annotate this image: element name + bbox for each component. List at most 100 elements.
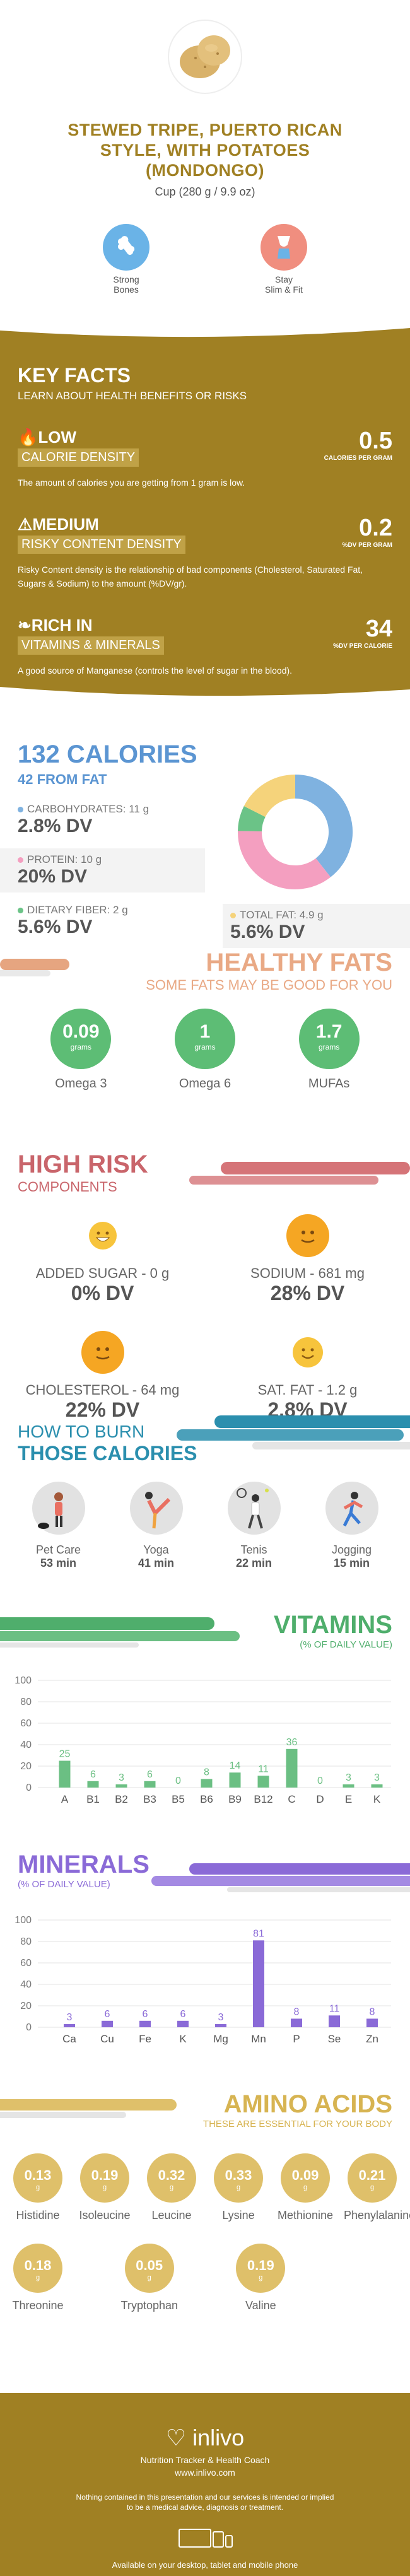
title-line-1: STEWED TRIPE, PUERTO RICAN (67, 120, 343, 139)
bar-value-label: 6 (180, 2009, 186, 2020)
burn-title-2: THOSE CALORIES (18, 1442, 197, 1465)
donut-slice-protein (238, 831, 331, 889)
activity-yoga: Yoga 41 min (125, 1482, 188, 1570)
amino-title: AMINO ACIDS (223, 2090, 392, 2118)
key-fact-value: 0.2 (359, 515, 392, 541)
happy-face-icon (81, 1214, 125, 1258)
benefit-label: Stay (274, 274, 293, 284)
bar-value-label: 14 (230, 1760, 241, 1771)
key-facts-section: KEY FACTS LEARN ABOUT HEALTH BENEFITS OR… (0, 319, 410, 703)
amino-bubble: 0.32 g (147, 2153, 196, 2203)
potato-image (167, 19, 243, 95)
amino-unit: g (169, 2184, 174, 2191)
key-fact-description: Risky Content density is the relationshi… (18, 565, 363, 588)
activity-name: Jogging (331, 1543, 372, 1556)
fat-name: Omega 6 (179, 1077, 231, 1091)
activity-jogging: Jogging 15 min (320, 1482, 384, 1570)
key-fact-label: VITAMINS & MINERALS (18, 636, 164, 655)
footer: ♡ inlivo Nutrition Tracker & Health Coac… (0, 2393, 410, 2576)
bar-value-label: 3 (67, 2012, 73, 2023)
key-fact-unit: %DV PER CALORIE (333, 643, 392, 650)
macro-label: DIETARY FIBER: 2 g (27, 904, 128, 916)
activity-minutes: 53 min (40, 1557, 77, 1569)
amino-valine: 0.19 g Valine (232, 2244, 289, 2312)
benefit-label: Slim & Fit (265, 284, 303, 295)
amino-name: Tryptophan (120, 2299, 179, 2312)
fat-name: Omega 3 (55, 1077, 107, 1091)
y-tick-label: 40 (20, 1979, 32, 1990)
donut-slice-dietary-fiber (238, 806, 266, 832)
fat-bubble: 0.09 grams (50, 1009, 112, 1069)
key-fact-unit: %DV PER GRAM (342, 542, 392, 549)
title-line-2: STYLE, WITH POTATOES (100, 141, 310, 160)
pet-care-icon (32, 1482, 85, 1535)
decorative-stripes (151, 1863, 410, 1892)
key-fact-calorie-density: 🔥LOW CALORIE DENSITY 0.5 CALORIES PER GRA… (18, 428, 392, 489)
bar-k (177, 2020, 189, 2027)
bar-value-label: 8 (204, 1767, 209, 1777)
vitamins-subtitle: (% OF DAILY VALUE) (300, 1639, 392, 1650)
x-tick-label: Fe (139, 2033, 151, 2045)
fat-bubble: 1.7 grams (298, 1009, 360, 1069)
bar-p (291, 2018, 302, 2027)
brand-name: inlivo (192, 2425, 245, 2450)
x-tick-label: B12 (254, 1793, 272, 1805)
calories-from-fat: 42 FROM FAT (18, 771, 107, 787)
macro-donut-chart (238, 775, 353, 889)
y-tick-label: 100 (15, 1675, 32, 1686)
bar-value-label: 25 (59, 1749, 71, 1760)
fat-mufas: 1.7 grams MUFAs (291, 1009, 367, 1091)
amino-lysine: 0.33 g Lysine (210, 2153, 267, 2222)
x-tick-label: K (179, 2033, 187, 2045)
bar-value-label: 6 (147, 1769, 153, 1780)
burn-title-1: HOW TO BURN (18, 1422, 145, 1441)
risk-label: ADDED SUGAR - 0 g (35, 1265, 170, 1281)
protein-dot (18, 857, 23, 863)
amino-name: Phenylalanine (344, 2209, 410, 2222)
activity-minutes: 41 min (138, 1557, 175, 1569)
key-fact-label: CALORIE DENSITY (18, 448, 139, 467)
benefits-row: Strong Bones Stay Slim & Fit (0, 224, 410, 295)
vitamins-title: VITAMINS (273, 1611, 392, 1639)
bar-b1 (87, 1781, 99, 1788)
fat-bubble: 1 grams (174, 1009, 235, 1069)
key-fact-level: MEDIUM (32, 515, 99, 534)
risk-label: SAT. FAT - 1.2 g (257, 1382, 358, 1398)
macro-protein: PROTEIN: 10 g 20% DV (0, 848, 205, 893)
healthy-fats-title: HEALTHY FATS (206, 949, 392, 976)
bar-fe (139, 2020, 151, 2027)
bar-zn (366, 2018, 378, 2027)
calories-title: 132 CALORIES (18, 741, 197, 768)
bar-value-label: 11 (329, 2003, 340, 2014)
amino-value: 0.21 (358, 2167, 386, 2183)
fat-name: MUFAs (308, 1077, 350, 1091)
amino-value: 0.18 (24, 2257, 52, 2273)
bar-cu (102, 2020, 113, 2027)
high-risk-section: HIGH RISK COMPONENTS ADDED SUGAR - 0 g 0… (0, 1138, 410, 1421)
benefit-strong-bones: Strong Bones (101, 224, 151, 295)
y-tick-label: 20 (20, 2001, 32, 2011)
activity-name: Tenis (240, 1543, 267, 1556)
x-tick-label: C (288, 1793, 295, 1805)
key-fact-level: RICH IN (31, 616, 93, 635)
activity-name: Yoga (143, 1543, 169, 1556)
x-tick-label: E (345, 1793, 352, 1805)
risk-value: 0% DV (71, 1282, 134, 1304)
fat-unit: grams (70, 1043, 91, 1051)
macro-label: TOTAL FAT: 4.9 g (240, 909, 324, 921)
smile-face-icon (286, 1330, 330, 1374)
leaf-icon: ❧ (18, 616, 32, 635)
bar-value-label: 6 (105, 2009, 110, 2020)
y-tick-label: 0 (26, 1783, 32, 1793)
benefit-slim-fit: Stay Slim & Fit (259, 224, 309, 295)
x-tick-label: Se (328, 2033, 341, 2045)
activity-minutes: 15 min (333, 1557, 370, 1569)
amino-grid: 0.13 g Histidine 0.19 g Isoleucine 0.32 g Leuc… (9, 2153, 410, 2312)
x-tick-label: Mg (213, 2033, 228, 2045)
footer-url[interactable]: www.inlivo.com (175, 2468, 235, 2478)
vitamins-section: VITAMINS (% OF DAILY VALUE) 0 20 40 60 80 100… (0, 1611, 410, 1851)
activity-minutes: 22 min (235, 1557, 272, 1569)
x-tick-label: P (293, 2033, 300, 2045)
bar-value-label: 81 (253, 1928, 264, 1939)
bar-value-label: 0 (175, 1776, 181, 1786)
